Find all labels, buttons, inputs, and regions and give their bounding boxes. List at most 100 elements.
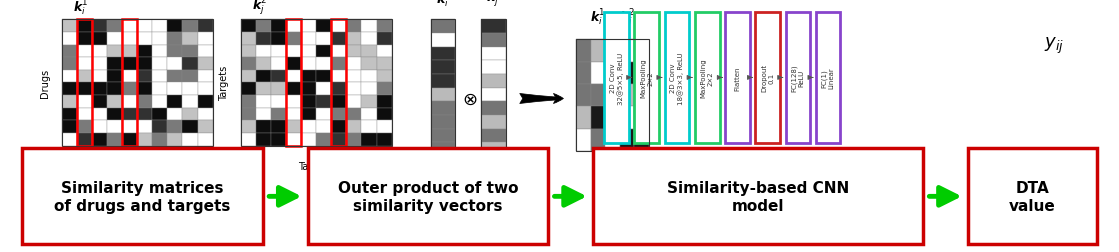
Bar: [168, 71, 182, 83]
Bar: [152, 20, 168, 33]
Bar: [122, 71, 138, 83]
Text: Outer product of two
similarity vectors: Outer product of two similarity vectors: [338, 180, 518, 213]
Bar: [107, 108, 122, 121]
Bar: [361, 71, 376, 83]
Text: $\boldsymbol{K}^1$: $\boldsymbol{K}^1$: [128, 0, 147, 3]
Bar: [168, 96, 182, 108]
Bar: [346, 134, 361, 146]
Text: $\boldsymbol{k}_j^2$: $\boldsymbol{k}_j^2$: [252, 0, 266, 18]
Bar: [241, 108, 255, 121]
Bar: [255, 20, 271, 33]
Bar: [182, 20, 198, 33]
Bar: [346, 45, 361, 58]
Bar: [241, 45, 255, 58]
Bar: [198, 71, 213, 83]
Bar: [331, 83, 347, 96]
Bar: [182, 45, 198, 58]
Bar: [137, 108, 152, 121]
Bar: [316, 121, 331, 134]
Text: MaxPooling
2×2: MaxPooling 2×2: [700, 58, 714, 98]
Bar: [286, 96, 301, 108]
Text: Similarity matrices
of drugs and targets: Similarity matrices of drugs and targets: [55, 180, 231, 213]
Bar: [620, 129, 634, 151]
Bar: [605, 107, 620, 129]
Bar: [76, 20, 92, 33]
Bar: [591, 40, 605, 62]
Bar: [576, 107, 591, 129]
FancyBboxPatch shape: [593, 149, 923, 244]
Bar: [346, 83, 361, 96]
Bar: [301, 58, 317, 71]
Bar: [107, 121, 122, 134]
Bar: [241, 134, 255, 146]
Bar: [376, 134, 392, 146]
Bar: [255, 71, 271, 83]
Bar: [331, 71, 347, 83]
Bar: [198, 45, 213, 58]
Bar: [271, 83, 286, 96]
Bar: [182, 71, 198, 83]
Bar: [182, 108, 198, 121]
Bar: [431, 143, 455, 156]
Bar: [331, 33, 347, 45]
Bar: [137, 20, 152, 33]
Bar: [168, 33, 182, 45]
Bar: [271, 20, 286, 33]
Bar: [122, 20, 138, 146]
Bar: [198, 58, 213, 71]
Bar: [271, 96, 286, 108]
Bar: [76, 121, 92, 134]
Bar: [241, 58, 255, 71]
Bar: [316, 20, 331, 33]
Bar: [346, 108, 361, 121]
Bar: [168, 45, 182, 58]
Bar: [376, 121, 392, 134]
Bar: [634, 107, 649, 129]
Bar: [198, 108, 213, 121]
Text: $\boldsymbol{k}_i^1\otimes \boldsymbol{k}_j^2$: $\boldsymbol{k}_i^1\otimes \boldsymbol{k…: [591, 8, 634, 30]
Bar: [361, 96, 376, 108]
Bar: [316, 83, 331, 96]
Bar: [431, 47, 455, 61]
Bar: [137, 45, 152, 58]
Bar: [431, 88, 455, 102]
Text: MaxPooling
2×2: MaxPooling 2×2: [640, 58, 653, 98]
Bar: [255, 96, 271, 108]
Bar: [107, 83, 122, 96]
Bar: [376, 108, 392, 121]
Bar: [376, 83, 392, 96]
Bar: [62, 58, 76, 71]
Bar: [301, 96, 317, 108]
FancyBboxPatch shape: [968, 149, 1097, 244]
Bar: [376, 71, 392, 83]
Bar: [591, 85, 605, 107]
Bar: [62, 96, 76, 108]
Bar: [122, 45, 138, 58]
Bar: [182, 33, 198, 45]
Bar: [122, 108, 138, 121]
Bar: [431, 129, 455, 143]
Bar: [137, 96, 152, 108]
FancyBboxPatch shape: [308, 149, 548, 244]
Bar: [62, 121, 76, 134]
Bar: [286, 58, 301, 71]
Text: Drugs: Drugs: [40, 69, 49, 98]
Bar: [241, 20, 392, 146]
Bar: [168, 83, 182, 96]
Bar: [605, 62, 620, 85]
Bar: [107, 96, 122, 108]
Bar: [301, 20, 317, 33]
Bar: [271, 45, 286, 58]
Text: Drugs: Drugs: [122, 161, 152, 171]
Bar: [152, 96, 168, 108]
Bar: [286, 83, 301, 96]
Text: 2D Conv
18@3×3, ReLU: 2D Conv 18@3×3, ReLU: [670, 52, 684, 104]
Bar: [331, 58, 347, 71]
Bar: [76, 33, 92, 45]
Bar: [76, 108, 92, 121]
Bar: [346, 121, 361, 134]
FancyBboxPatch shape: [786, 13, 810, 144]
Bar: [182, 96, 198, 108]
Bar: [481, 61, 506, 75]
Bar: [107, 71, 122, 83]
